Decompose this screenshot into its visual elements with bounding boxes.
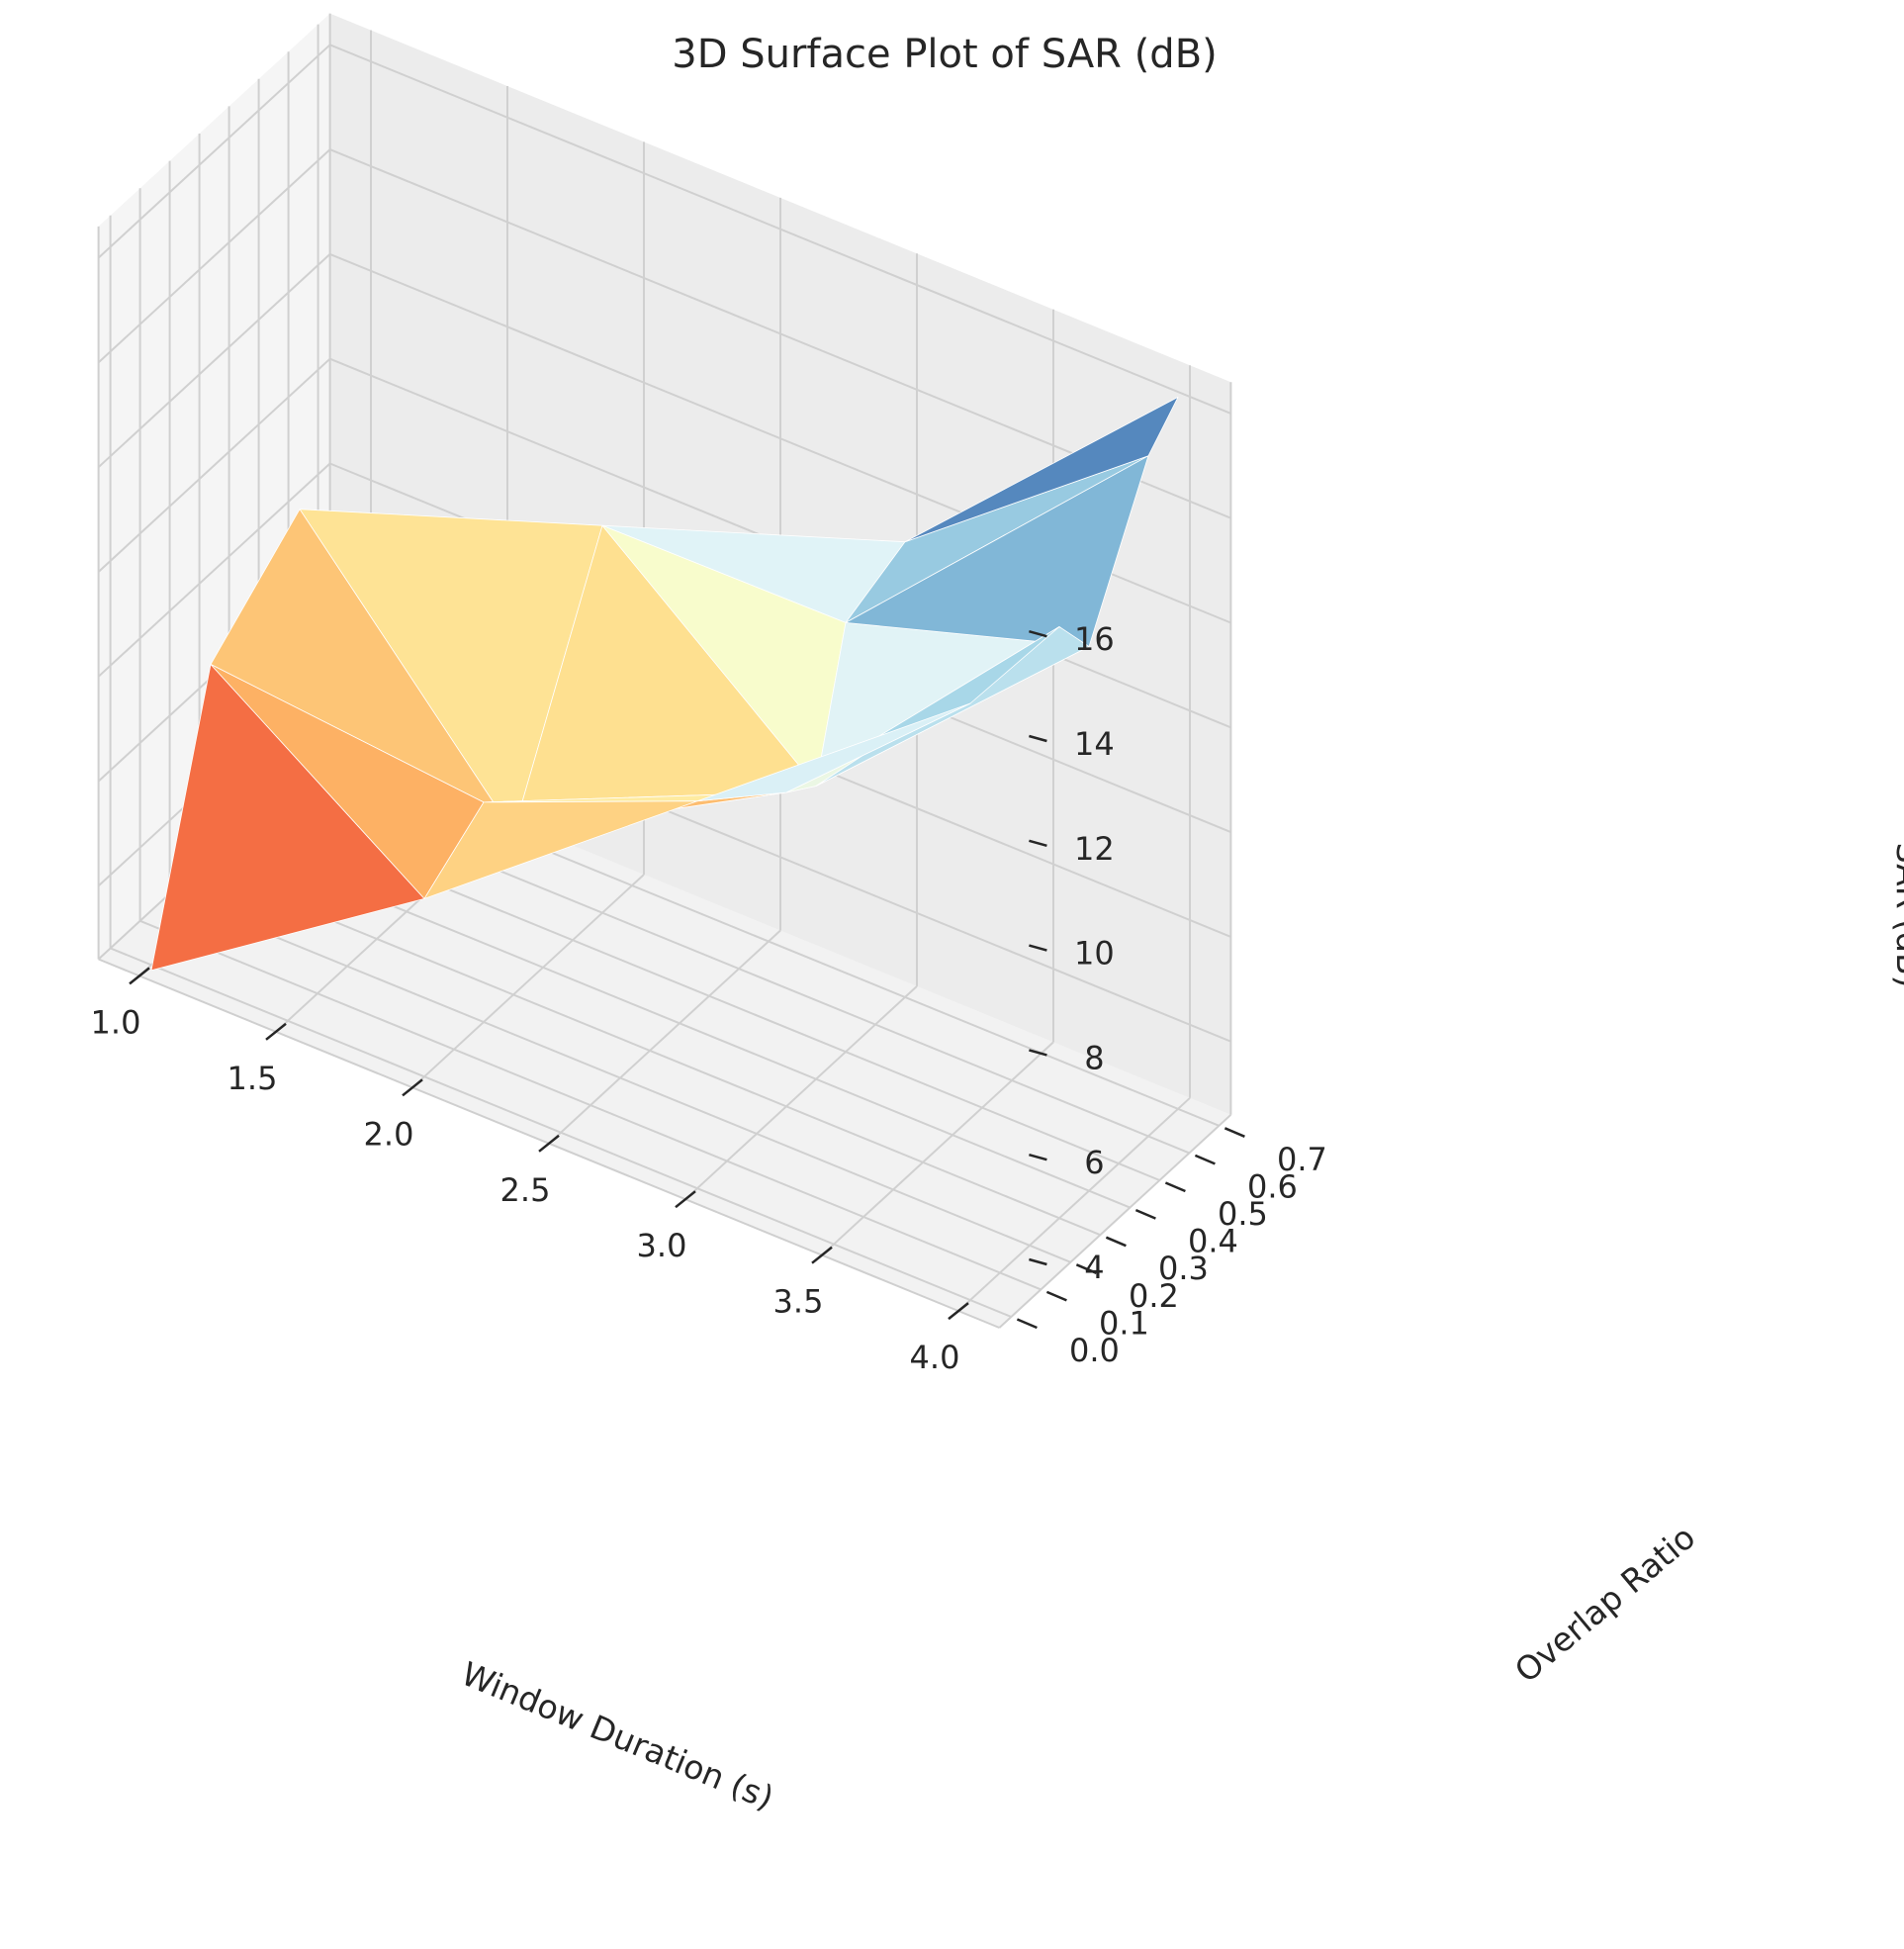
x-tick-label: 2.0 — [364, 1115, 414, 1153]
chart-title: 3D Surface Plot of SAR (dB) — [672, 32, 1217, 77]
y-tick-mark — [1105, 1236, 1127, 1248]
y-tick-label: 0.1 — [1099, 1304, 1149, 1342]
x-tick-mark — [538, 1134, 560, 1153]
z-grid-line-side — [97, 357, 331, 573]
x-tick-label: 1.0 — [91, 1003, 141, 1041]
x-grid-line-floor — [821, 1041, 1054, 1256]
x-grid-line-floor — [957, 1097, 1191, 1312]
z-tick-mark — [1029, 1049, 1047, 1057]
y-grid-line-floor — [199, 865, 1101, 1237]
x-tick-mark — [811, 1246, 833, 1264]
z-tick-label: 12 — [1074, 830, 1115, 868]
x-tick-mark — [402, 1078, 423, 1097]
y-tick-mark — [1224, 1127, 1245, 1138]
x-tick-label: 1.5 — [227, 1060, 278, 1097]
x-tick-label: 3.5 — [773, 1283, 824, 1321]
z-tick-label: 14 — [1074, 725, 1115, 763]
z-grid-line-side — [97, 44, 331, 259]
y-tick-label: 0.2 — [1129, 1277, 1179, 1315]
x-tick-label: 2.5 — [500, 1171, 551, 1209]
surface-mesh — [150, 396, 1179, 972]
surface-facet — [423, 800, 698, 899]
z-tick-mark — [1029, 1257, 1047, 1266]
z-tick-label: 10 — [1074, 935, 1115, 973]
x-tick-mark — [129, 967, 150, 985]
z-tick-mark — [1029, 1153, 1047, 1161]
y-tick-mark — [1075, 1263, 1097, 1274]
x-tick-label: 4.0 — [910, 1339, 960, 1376]
z-tick-mark — [1029, 734, 1047, 743]
z-tick-label: 6 — [1084, 1144, 1104, 1181]
z-tick-mark — [1029, 839, 1047, 848]
y-tick-label: 0.7 — [1277, 1141, 1327, 1178]
axis-ticks: 1.0 1.5 2.0 2.5 3.0 3.5 4.0 0.00.10.20.30.40.50… — [91, 620, 1327, 1376]
y-tick-label: 0.0 — [1069, 1332, 1120, 1369]
x-grid-line-floor — [411, 874, 645, 1089]
z-tick-label: 4 — [1084, 1249, 1104, 1286]
y-tick-mark — [1016, 1318, 1038, 1330]
y-grid-line-floor — [139, 919, 1042, 1291]
y-tick-label: 0.3 — [1158, 1250, 1209, 1287]
surface-facet — [904, 396, 1179, 543]
surface-facet — [696, 702, 971, 802]
z-tick-mark — [1029, 944, 1047, 952]
z-grid-line-side — [97, 148, 331, 364]
x-grid-line-floor — [684, 985, 918, 1200]
y-tick-label: 0.5 — [1218, 1195, 1268, 1233]
x-tick-mark — [948, 1302, 969, 1321]
x-tick-label: 3.0 — [637, 1227, 687, 1264]
z-axis-label: SAR (dB) — [1889, 843, 1904, 988]
z-tick-label: 8 — [1084, 1039, 1104, 1076]
x-tick-mark — [675, 1190, 696, 1209]
surface-facet — [845, 455, 1149, 647]
y-tick-label: 0.4 — [1188, 1223, 1238, 1260]
y-tick-mark — [1045, 1290, 1067, 1302]
x-grid-line-floor — [548, 929, 781, 1145]
y-tick-mark — [1134, 1208, 1156, 1220]
y-grid-line-floor — [110, 947, 1012, 1318]
z-tick-mark — [1029, 629, 1047, 638]
y-tick-mark — [1164, 1181, 1186, 1193]
z-grid-line-side — [97, 462, 331, 678]
y-tick-mark — [1194, 1154, 1216, 1165]
pane-edge — [998, 1114, 1232, 1329]
y-grid-line-floor — [169, 892, 1071, 1263]
z-grid-line-back — [329, 44, 1231, 415]
y-tick-label: 0.6 — [1247, 1167, 1298, 1205]
z-tick-label: 16 — [1074, 620, 1115, 658]
z-grid-line-side — [97, 253, 331, 468]
x-tick-mark — [265, 1022, 287, 1041]
